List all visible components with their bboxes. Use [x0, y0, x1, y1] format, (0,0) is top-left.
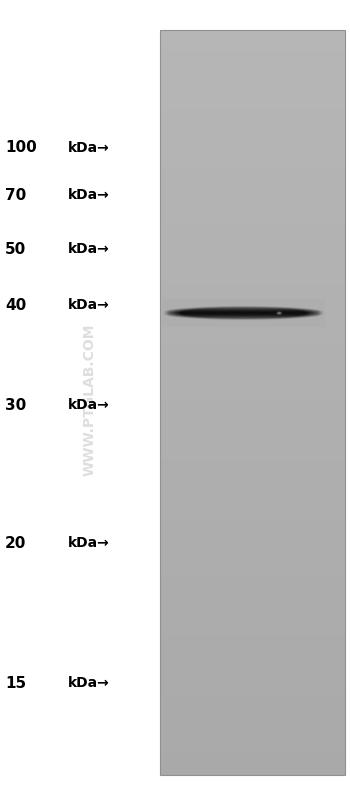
Text: kDa→: kDa→: [68, 242, 110, 256]
Text: 100: 100: [5, 141, 37, 156]
Text: 50: 50: [5, 241, 26, 256]
Text: 40: 40: [5, 297, 26, 312]
Text: 30: 30: [5, 397, 26, 412]
Text: kDa→: kDa→: [68, 536, 110, 550]
Text: WWW.PTGLAB.COM: WWW.PTGLAB.COM: [83, 324, 97, 475]
Text: kDa→: kDa→: [68, 298, 110, 312]
Text: kDa→: kDa→: [68, 398, 110, 412]
Text: kDa→: kDa→: [68, 188, 110, 202]
Text: 20: 20: [5, 535, 26, 551]
Text: 70: 70: [5, 188, 26, 202]
Text: kDa→: kDa→: [68, 141, 110, 155]
Text: 15: 15: [5, 675, 26, 690]
Text: kDa→: kDa→: [68, 676, 110, 690]
Bar: [160, 30, 345, 775]
